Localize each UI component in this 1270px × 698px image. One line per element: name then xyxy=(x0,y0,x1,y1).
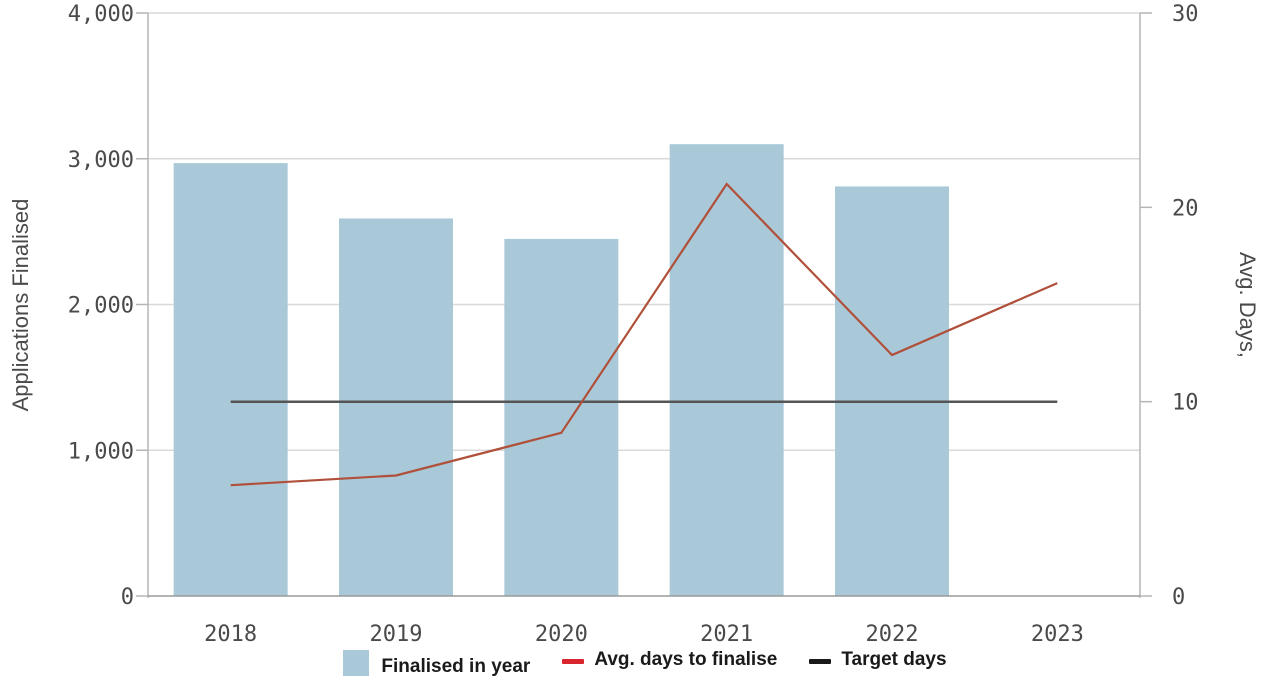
y2-tick-label: 0 xyxy=(1172,585,1185,610)
x-tick-label: 2021 xyxy=(700,622,753,647)
legend-label-avg-days: Avg. days to finalise xyxy=(594,649,778,670)
legend-label-finalised: Finalised in year xyxy=(381,656,531,677)
y-tick-label: 4,000 xyxy=(68,2,134,27)
legend-swatch-avg-line xyxy=(562,659,585,664)
y2-axis-title: Avg. Days, xyxy=(1235,252,1260,358)
y2-tick-label: 20 xyxy=(1172,196,1199,221)
y2-tick-label: 30 xyxy=(1172,2,1199,27)
avg-days-line xyxy=(230,182,1058,487)
line-series xyxy=(230,182,1058,487)
y-tick-label: 3,000 xyxy=(68,148,134,173)
axes xyxy=(136,12,1152,598)
legend-item-finalised: Finalised in year xyxy=(343,650,530,677)
bar-2019 xyxy=(339,218,453,596)
legend-swatch-bar xyxy=(343,650,370,676)
y-axis-title: Applications Finalised xyxy=(8,199,33,412)
legend: Finalised in year Avg. days to finalise … xyxy=(0,650,1270,698)
y-tick-label: 1,000 xyxy=(68,439,134,464)
x-tick-label: 2023 xyxy=(1031,622,1084,647)
bar-2018 xyxy=(173,163,288,596)
legend-item-avg-days: Avg. days to finalise xyxy=(562,650,777,670)
tick-labels: 0 1,000 2,000 3,000 4,000 0 10 20 30 2018 2019 2020… xyxy=(68,2,1199,647)
legend-item-target-days: Target days xyxy=(809,649,947,670)
y2-tick-label: 10 xyxy=(1172,391,1199,416)
y-tick-label: 0 xyxy=(121,585,134,610)
legend-swatch-target-line xyxy=(809,659,832,664)
legend-label-target-days: Target days xyxy=(841,649,947,670)
x-tick-label: 2018 xyxy=(204,622,257,647)
combo-chart: 0 1,000 2,000 3,000 4,000 0 10 20 30 2018 2019 2020… xyxy=(8,2,1260,647)
x-tick-label: 2022 xyxy=(866,622,919,647)
bar-2021 xyxy=(669,144,784,597)
y-tick-label: 2,000 xyxy=(68,294,134,319)
x-tick-label: 2019 xyxy=(370,622,423,647)
bar-2022 xyxy=(835,186,949,596)
bar-2020 xyxy=(504,238,619,596)
bar-series xyxy=(173,144,949,597)
gridlines xyxy=(148,12,1140,451)
x-tick-label: 2020 xyxy=(535,622,588,647)
